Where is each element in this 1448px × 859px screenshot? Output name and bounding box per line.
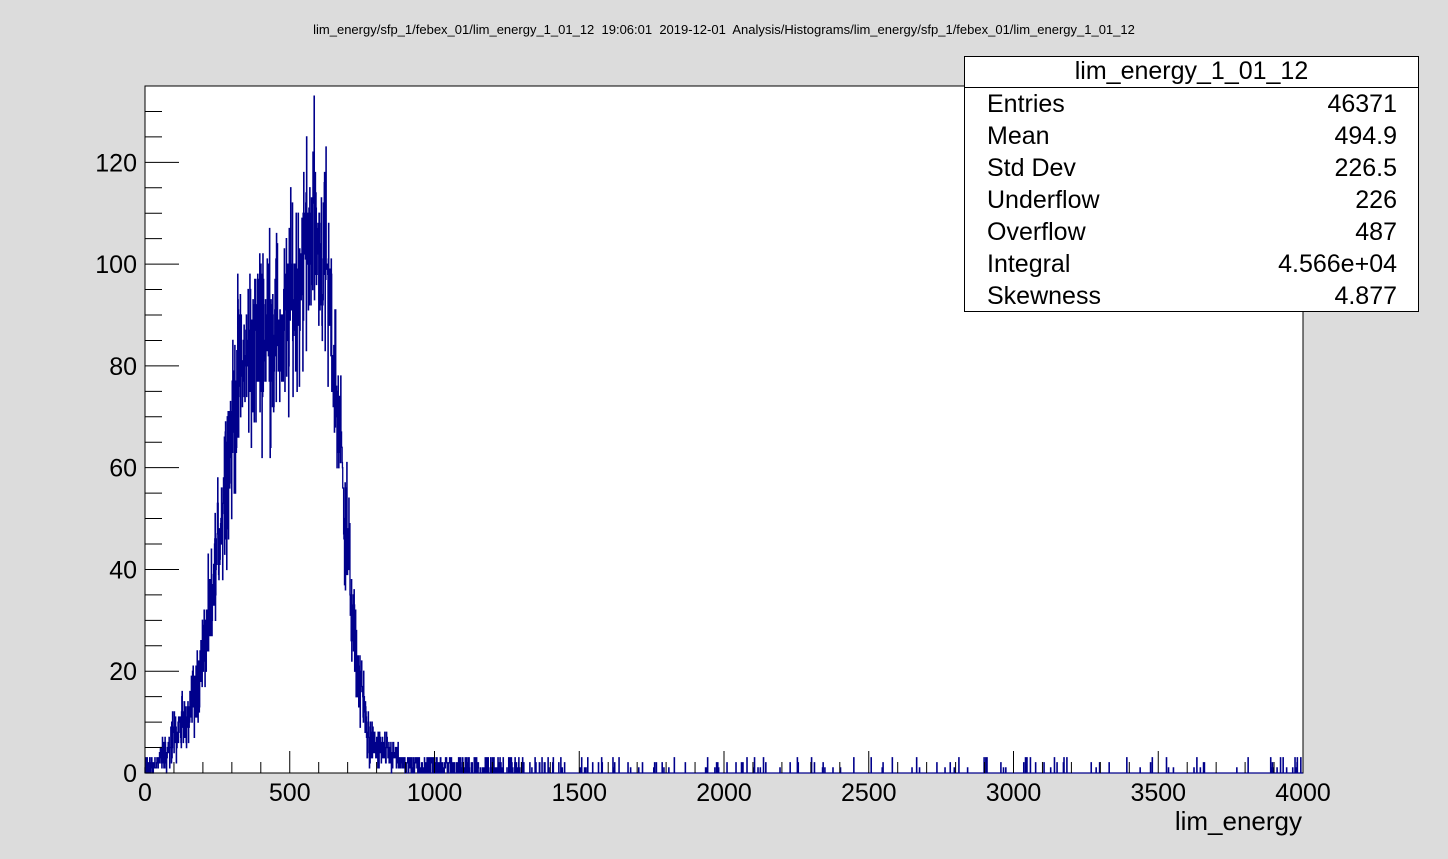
stats-row-integral: Integral 4.566e+04 <box>965 248 1418 280</box>
stats-label: Entries <box>987 90 1065 118</box>
stats-row-stddev: Std Dev 226.5 <box>965 152 1418 184</box>
stats-row-mean: Mean 494.9 <box>965 120 1418 152</box>
y-tick-label: 100 <box>95 251 137 279</box>
stats-box: lim_energy_1_01_12 Entries 46371 Mean 494.… <box>964 56 1419 312</box>
histogram-bars <box>144 95 1303 774</box>
axes: 0 20 40 60 80 100 120 0 500 1000 1500 2000 2500 3000 3… <box>95 85 1331 807</box>
y-tick-label: 20 <box>109 658 137 686</box>
stats-label: Std Dev <box>987 154 1076 182</box>
x-tick-label: 2500 <box>841 779 897 807</box>
y-tick-label: 80 <box>109 353 137 381</box>
stats-label: Mean <box>987 122 1050 150</box>
stats-value: 4.566e+04 <box>1278 250 1397 278</box>
stats-value: 226 <box>1355 186 1397 214</box>
x-axis-label: lim_energy <box>1174 806 1302 836</box>
x-tick-label: 3000 <box>986 779 1042 807</box>
x-tick-label: 1000 <box>407 779 463 807</box>
stats-value: 487 <box>1355 218 1397 246</box>
y-tick-label: 120 <box>95 149 137 177</box>
stats-value: 4.877 <box>1334 282 1397 310</box>
stats-title: lim_energy_1_01_12 <box>965 57 1418 88</box>
y-tick-label: 40 <box>109 556 137 584</box>
histogram-line <box>144 95 1303 774</box>
x-tick-label: 500 <box>269 779 311 807</box>
stats-label: Skewness <box>987 282 1101 310</box>
stats-label: Overflow <box>987 218 1086 246</box>
stats-value: 226.5 <box>1334 154 1397 182</box>
x-tick-label: 2000 <box>696 779 752 807</box>
stats-label: Integral <box>987 250 1071 278</box>
stats-value: 494.9 <box>1334 122 1397 150</box>
x-tick-label: 1500 <box>551 779 607 807</box>
stats-row-overflow: Overflow 487 <box>965 216 1418 248</box>
histogram-header-title: lim_energy/sfp_1/febex_01/lim_energy_1_0… <box>313 22 1135 37</box>
y-tick-label: 0 <box>123 760 137 788</box>
stats-label: Underflow <box>987 186 1100 214</box>
x-tick-label: 4000 <box>1275 779 1331 807</box>
stats-row-entries: Entries 46371 <box>965 88 1418 120</box>
stats-row-underflow: Underflow 226 <box>965 184 1418 216</box>
x-tick-label: 3500 <box>1130 779 1186 807</box>
x-tick-label: 0 <box>138 779 152 807</box>
y-tick-label: 60 <box>109 455 137 483</box>
stats-row-skewness: Skewness 4.877 <box>965 280 1418 312</box>
stats-value: 46371 <box>1327 90 1397 118</box>
